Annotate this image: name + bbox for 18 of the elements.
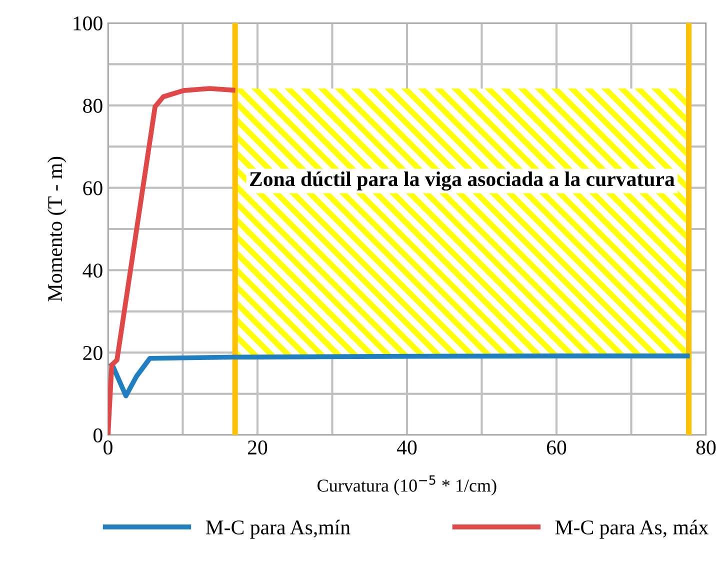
y-tick-label: 40 (82, 264, 102, 278)
x-axis-title: Curvatura (10$^{−5}$ * 1/cm) (318, 475, 496, 496)
line-series (108, 86, 236, 435)
y-tick-label: 20 (83, 346, 102, 360)
y-tick-label: 100 (74, 16, 102, 30)
y-tick-label: 60 (83, 181, 102, 196)
x-tick-label: 60 (546, 440, 566, 455)
band-label: Zona dúctil para la viga asociada a la curvatura (250, 171, 675, 191)
x-tick-label: 0 (104, 440, 112, 455)
y-tick-label: 80 (83, 98, 102, 113)
legend-label: M-C para As,mín (206, 520, 350, 539)
y-tick-label: 0 (94, 428, 102, 442)
x-tick-label: 80 (696, 440, 716, 455)
x-tick-label: 20 (248, 440, 268, 455)
line-series (109, 353, 690, 398)
x-tick-label: 40 (396, 440, 417, 455)
y-axis-title: Momento (T - m) (47, 156, 66, 302)
legend-label: M-C para As, máx (555, 520, 708, 539)
